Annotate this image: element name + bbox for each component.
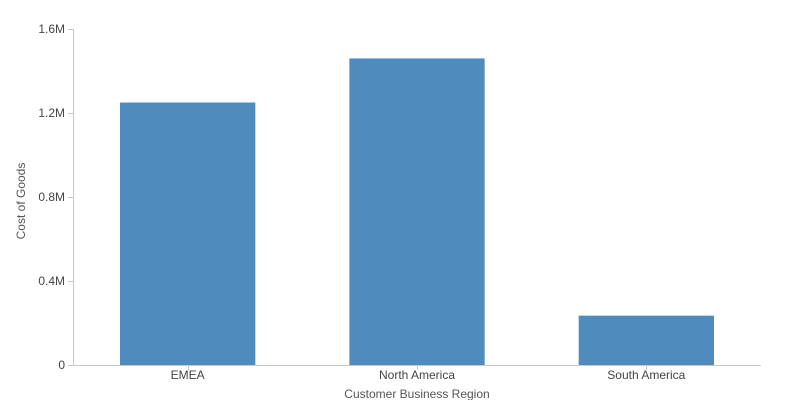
x-tick-label: North America	[379, 368, 455, 382]
bar-south-america	[578, 315, 714, 365]
bar-emea	[120, 102, 256, 365]
x-axis-ticks: EMEA North America South America	[171, 365, 686, 382]
y-tick-label: 0.8M	[38, 190, 65, 204]
x-tick-label: EMEA	[171, 368, 205, 382]
y-tick-label: 1.6M	[38, 22, 65, 36]
bars	[120, 58, 714, 366]
y-tick-label: 1.2M	[38, 106, 65, 120]
y-tick-label: 0.4M	[38, 274, 65, 288]
x-axis-title: Customer Business Region	[344, 387, 489, 400]
x-tick-label: South America	[607, 368, 685, 382]
y-axis-title: Cost of Goods	[14, 163, 28, 240]
y-tick-label: 0	[58, 358, 65, 372]
bar-north-america	[349, 58, 485, 366]
y-axis-ticks: 0 0.4M 0.8M 1.2M 1.6M	[38, 22, 73, 372]
